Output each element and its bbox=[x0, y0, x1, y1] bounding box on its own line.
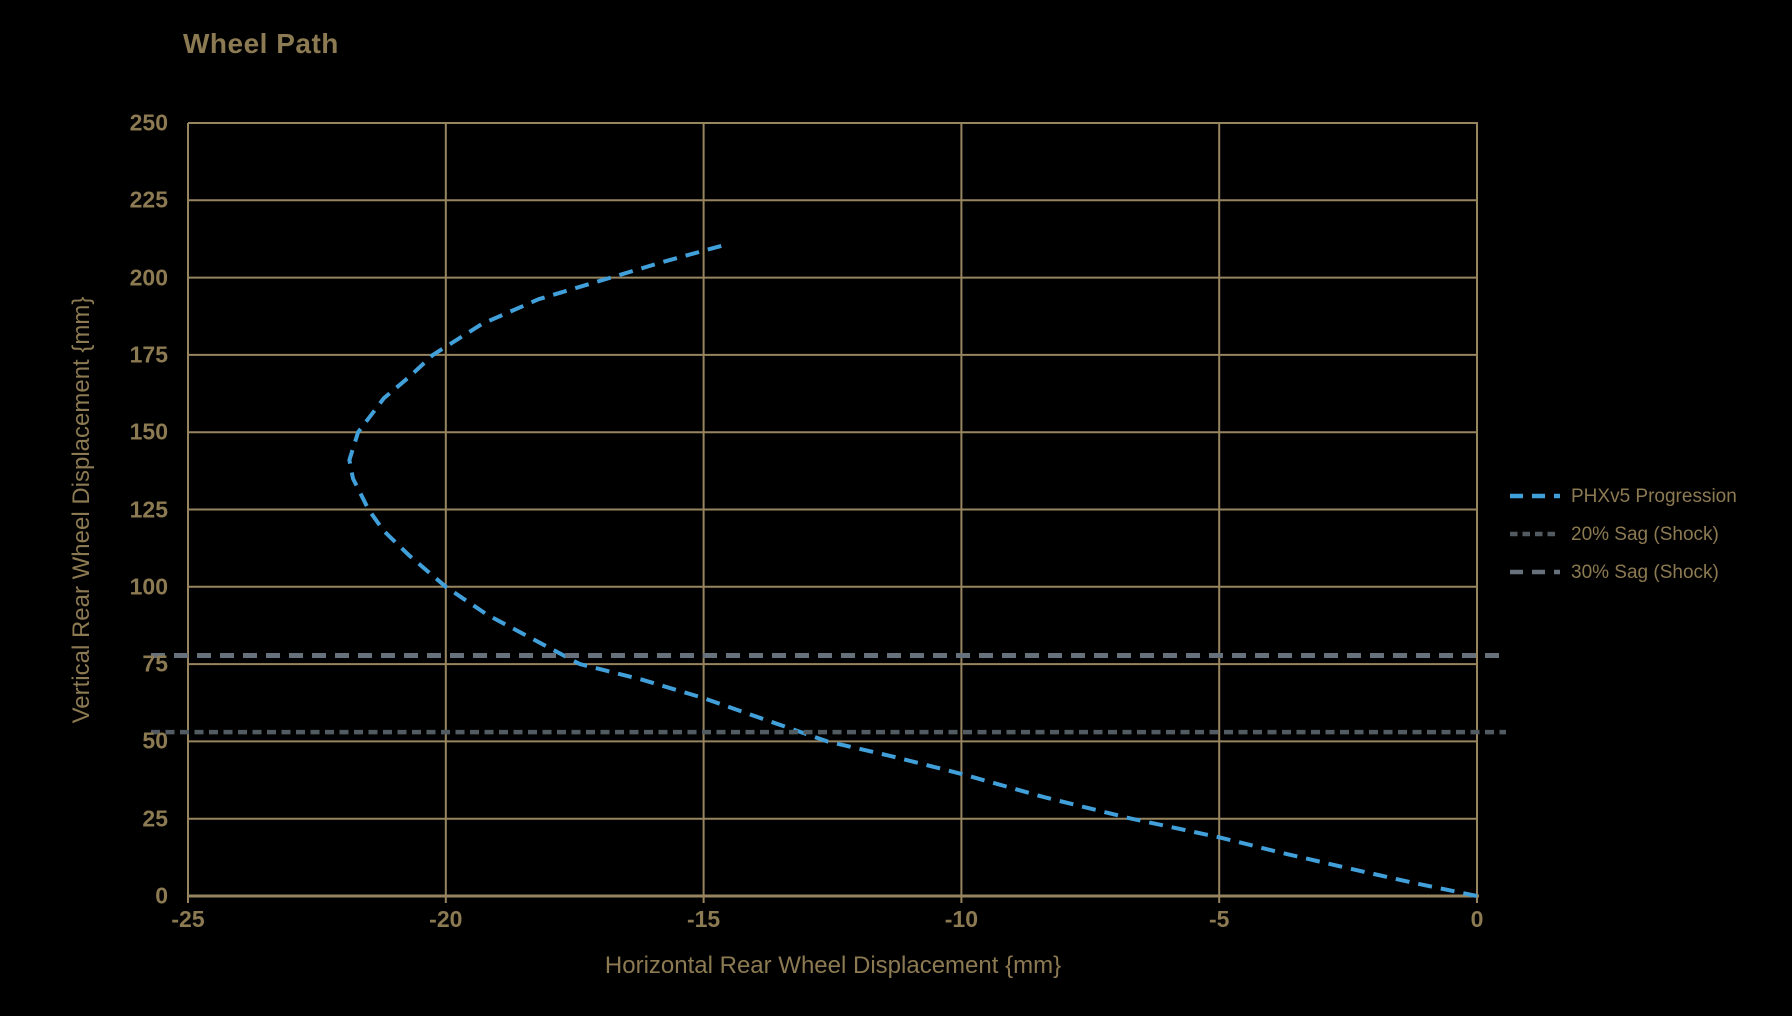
legend-swatch-30-sag bbox=[1510, 569, 1560, 575]
y-tick-label: 200 bbox=[129, 264, 168, 291]
x-tick-label: -10 bbox=[944, 906, 979, 932]
x-tick-label: -5 bbox=[1208, 906, 1230, 932]
y-tick-label: 175 bbox=[129, 341, 168, 368]
y-tick-label: 225 bbox=[129, 186, 168, 213]
legend-swatch-phxv5-progression bbox=[1510, 493, 1560, 499]
x-tick-label: 0 bbox=[1470, 906, 1484, 932]
x-tick-label: -25 bbox=[171, 906, 205, 932]
y-tick-label: 0 bbox=[155, 882, 168, 909]
legend-swatch-20-sag bbox=[1510, 531, 1560, 537]
legend-item-30-sag: 30% Sag (Shock) bbox=[1510, 560, 1719, 584]
y-tick-label: 50 bbox=[142, 727, 168, 754]
legend-label: PHXv5 Progression bbox=[1571, 485, 1737, 507]
y-tick-label: 75 bbox=[142, 650, 168, 677]
y-tick-label: 125 bbox=[129, 496, 168, 522]
x-tick-label: -20 bbox=[429, 906, 463, 932]
legend-label: 20% Sag (Shock) bbox=[1571, 523, 1719, 545]
x-tick-label: -15 bbox=[686, 906, 721, 932]
legend-item-phxv5-progression: PHXv5 Progression bbox=[1510, 484, 1737, 508]
x-axis-label: Horizontal Rear Wheel Displacement {mm} bbox=[604, 952, 1062, 979]
y-tick-label: 25 bbox=[142, 805, 168, 832]
series-phxv5-progression-curve bbox=[347, 243, 1478, 898]
chart-title: Wheel Path bbox=[183, 28, 339, 59]
y-tick-label: 150 bbox=[129, 418, 168, 445]
y-tick-label: 250 bbox=[129, 109, 168, 136]
legend-label: 30% Sag (Shock) bbox=[1571, 561, 1719, 583]
legend-item-20-sag: 20% Sag (Shock) bbox=[1510, 522, 1719, 546]
y-tick-label: 100 bbox=[129, 573, 168, 600]
